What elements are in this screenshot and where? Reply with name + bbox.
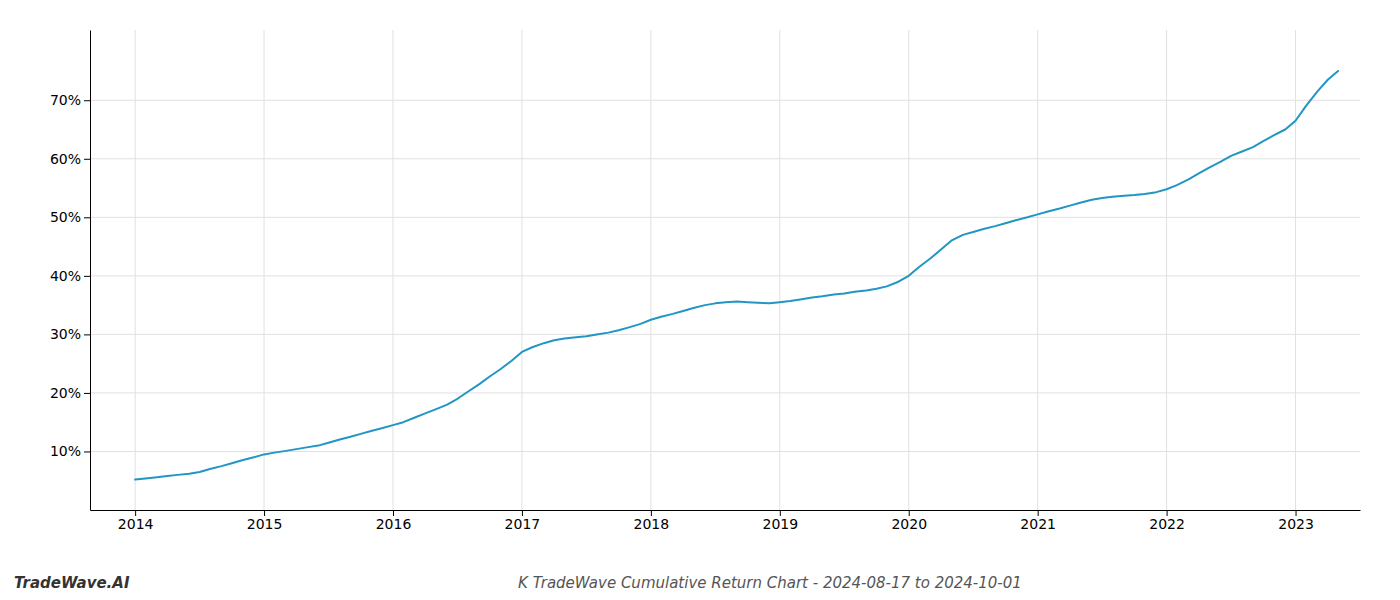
- x-axis: 2014 2015 2016 2017 2018 2019 2020 2021 2022 2023: [91, 510, 1361, 532]
- x-tick-label: 2023: [1278, 516, 1314, 532]
- x-grid-line: [1166, 30, 1167, 510]
- y-tick-mark: [84, 334, 90, 335]
- title: K TradeWave Cumulative Return Chart - 20…: [518, 574, 1022, 592]
- x-grid-line: [1295, 30, 1296, 510]
- y-tick-mark: [84, 451, 90, 452]
- y-tick-mark: [84, 159, 90, 160]
- y-tick-mark: [84, 100, 90, 101]
- y-axis: 10% 20% 30% 40% 50% 60% 70%: [50, 31, 91, 511]
- y-grid-line: [90, 100, 1360, 101]
- y-grid-line: [90, 334, 1360, 335]
- x-grid-line: [779, 30, 780, 510]
- y-tick-label: 40%: [50, 268, 81, 284]
- x-tick-label: 2018: [634, 516, 670, 532]
- y-tick-mark: [84, 393, 90, 394]
- x-tick-label: 2022: [1149, 516, 1185, 532]
- x-tick: 2022: [1149, 510, 1185, 532]
- y-tick: 10%: [50, 443, 90, 459]
- y-tick: 70%: [50, 92, 90, 108]
- watermark: TradeWave.AI: [14, 574, 130, 592]
- x-grid-line: [1037, 30, 1038, 510]
- y-tick-mark: [84, 217, 90, 218]
- x-grid-line: [135, 30, 136, 510]
- y-grid-line: [90, 158, 1360, 159]
- y-tick-label: 50%: [50, 209, 81, 225]
- plot-area: 2014 2015 2016 2017 2018 2019 2020 2021 2022 2023…: [50, 30, 1361, 532]
- line: [135, 71, 1338, 480]
- x-grid-line: [650, 30, 651, 510]
- y-tick: 40%: [50, 268, 90, 284]
- y-tick-label: 60%: [50, 151, 81, 167]
- y-tick-label: 70%: [50, 92, 81, 108]
- chart: 2014 2015 2016 2017 2018 2019 2020 2021 2022 2023…: [0, 0, 1400, 600]
- axis-line: [90, 31, 91, 511]
- marks: [135, 71, 1338, 480]
- background: [0, 0, 1400, 600]
- axis-line: [91, 510, 1361, 511]
- x-tick-label: 2020: [891, 516, 927, 532]
- grid: [90, 30, 1360, 510]
- y-tick-label: 10%: [50, 443, 81, 459]
- x-tick: 2014: [118, 510, 154, 532]
- x-tick: 2017: [505, 510, 541, 532]
- y-tick-label: 20%: [50, 385, 81, 401]
- y-tick: 50%: [50, 209, 90, 225]
- y-grid-line: [90, 275, 1360, 276]
- y-grid-line: [90, 217, 1360, 218]
- y-tick-mark: [84, 276, 90, 277]
- x-tick: 2016: [376, 510, 412, 532]
- x-tick-label: 2014: [118, 516, 154, 532]
- x-tick-label: 2019: [762, 516, 798, 532]
- x-grid-line: [908, 30, 909, 510]
- x-tick: 2021: [1020, 510, 1056, 532]
- x-tick: 2020: [891, 510, 927, 532]
- x-tick-label: 2016: [376, 516, 412, 532]
- x-tick: 2015: [247, 510, 283, 532]
- x-tick: 2023: [1278, 510, 1314, 532]
- x-tick: 2018: [634, 510, 670, 532]
- y-tick: 60%: [50, 151, 90, 167]
- y-grid-line: [90, 392, 1360, 393]
- y-tick-label: 30%: [50, 326, 81, 342]
- x-grid-line: [521, 30, 522, 510]
- x-tick: 2019: [762, 510, 798, 532]
- y-tick: 30%: [50, 326, 90, 342]
- x-grid-line: [264, 30, 265, 510]
- x-tick-label: 2017: [505, 516, 541, 532]
- x-tick-label: 2015: [247, 516, 283, 532]
- y-tick: 20%: [50, 385, 90, 401]
- x-grid-line: [392, 30, 393, 510]
- x-tick-label: 2021: [1020, 516, 1056, 532]
